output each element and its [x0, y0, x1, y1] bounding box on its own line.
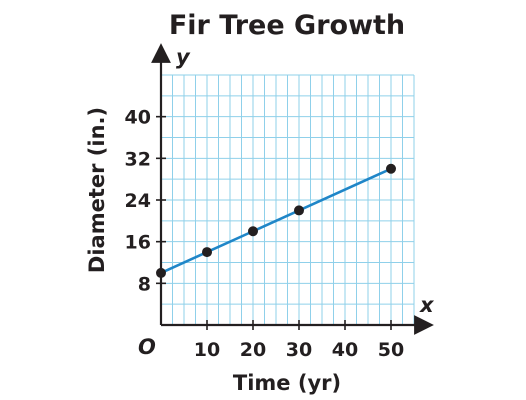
y-tick-label: 24	[125, 190, 151, 212]
origin-label: O	[138, 335, 156, 359]
x-tick-label: 20	[240, 339, 266, 361]
data-point	[156, 267, 166, 278]
x-tick-label: 40	[332, 339, 358, 361]
data-point	[248, 226, 258, 237]
grid	[161, 74, 415, 325]
data-point	[294, 205, 304, 216]
y-tick-label: 40	[125, 107, 151, 129]
series	[156, 163, 396, 278]
x-axis-label: Time (yr)	[233, 371, 341, 395]
axes	[151, 43, 434, 335]
data-point	[386, 163, 396, 174]
y-tick-label: 16	[125, 232, 151, 254]
y-axis-letter: y	[176, 45, 191, 69]
chart-title: Fir Tree Growth	[169, 10, 405, 41]
data-point	[202, 247, 212, 258]
y-tick-label: 32	[125, 148, 151, 170]
x-tick-label: 10	[194, 339, 220, 361]
y-tick-label: 8	[138, 273, 151, 295]
x-tick-label: 50	[378, 339, 404, 361]
x-tick-label: 30	[286, 339, 312, 361]
y-axis-label: Diameter (in.)	[85, 107, 109, 273]
tick-labels: 10 20 30 40 50 8 16 24 32 40	[125, 107, 405, 361]
x-axis-letter: x	[419, 293, 435, 317]
